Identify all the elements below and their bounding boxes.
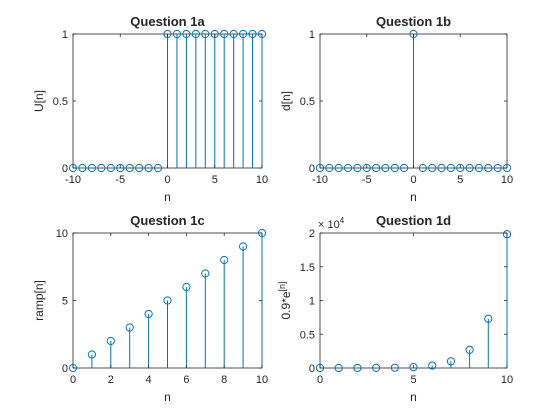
- chart-title: Question 1c: [130, 213, 204, 228]
- x-axis-label: n: [164, 390, 171, 404]
- y-tick-label: 2: [309, 228, 315, 240]
- x-tick-label: -10: [312, 174, 328, 186]
- x-tick-label: 10: [501, 374, 513, 386]
- x-tick-label: 0: [70, 374, 76, 386]
- y-axis-label: 0.9*e[n]: [277, 281, 293, 319]
- x-tick-label: 10: [256, 174, 268, 186]
- x-tick-label: 5: [410, 374, 416, 386]
- y-tick-label: 10: [56, 228, 68, 240]
- y-tick-label: 0: [62, 163, 68, 175]
- x-axis-label: n: [410, 390, 417, 404]
- axes-box: [320, 233, 507, 368]
- subplot-3: 0 2 4 6 8 10 0 5 10 Question 1c n ramp[n]: [32, 213, 268, 404]
- x-tick-label: 10: [501, 174, 513, 186]
- y-axis-label-superscript: [n]: [277, 281, 287, 291]
- subplot-4: 0 5 10 0 0.5 1 1.5 2 Question 1d n 0.9*e[n] × 104: [277, 213, 513, 404]
- x-tick-label: 10: [256, 374, 268, 386]
- chart-title: Question 1d: [376, 213, 451, 228]
- x-tick-label: -5: [362, 174, 372, 186]
- y-axis-label: U[n]: [32, 90, 46, 112]
- x-tick-label: 0: [410, 174, 416, 186]
- y-tick-label: 0.5: [300, 96, 315, 108]
- y-tick-label: 1: [309, 29, 315, 41]
- y-axis-label: ramp[n]: [32, 280, 46, 321]
- x-tick-label: -10: [65, 174, 81, 186]
- x-tick-label: 0: [164, 174, 170, 186]
- x-tick-label: 5: [212, 174, 218, 186]
- y-tick-label: 1: [62, 29, 68, 41]
- y-tick-label: 5: [62, 296, 68, 308]
- y-tick-label: 1.5: [300, 262, 315, 274]
- y-tick-label: 0: [309, 163, 315, 175]
- x-tick-label: 0: [317, 374, 323, 386]
- x-tick-label: 8: [221, 374, 227, 386]
- chart-title: Question 1b: [376, 14, 451, 29]
- y-tick-label: 1: [309, 296, 315, 308]
- x-axis-label: n: [164, 190, 171, 204]
- subplot-1: -10 -5 0 5 10 0 0.5 1 Question 1a n U[n]: [32, 14, 268, 204]
- x-tick-label: 2: [108, 374, 114, 386]
- x-tick-label: 4: [146, 374, 152, 386]
- y-axis-label: d[n]: [279, 91, 293, 111]
- y-exponent-label: × 104: [318, 216, 345, 231]
- y-exponent-power: 4: [340, 216, 345, 225]
- y-tick-label: 0.5: [300, 329, 315, 341]
- x-tick-label: 5: [457, 174, 463, 186]
- y-tick-label: 0: [62, 363, 68, 375]
- x-axis-label: n: [410, 190, 417, 204]
- x-tick-label: 6: [183, 374, 189, 386]
- x-tick-label: -5: [115, 174, 125, 186]
- chart-title: Question 1a: [130, 14, 205, 29]
- y-tick-label: 0: [309, 363, 315, 375]
- y-tick-label: 0.5: [53, 96, 68, 108]
- subplot-2: -10 -5 0 5 10 0 0.5 1 Question 1b n d[n]: [279, 14, 513, 204]
